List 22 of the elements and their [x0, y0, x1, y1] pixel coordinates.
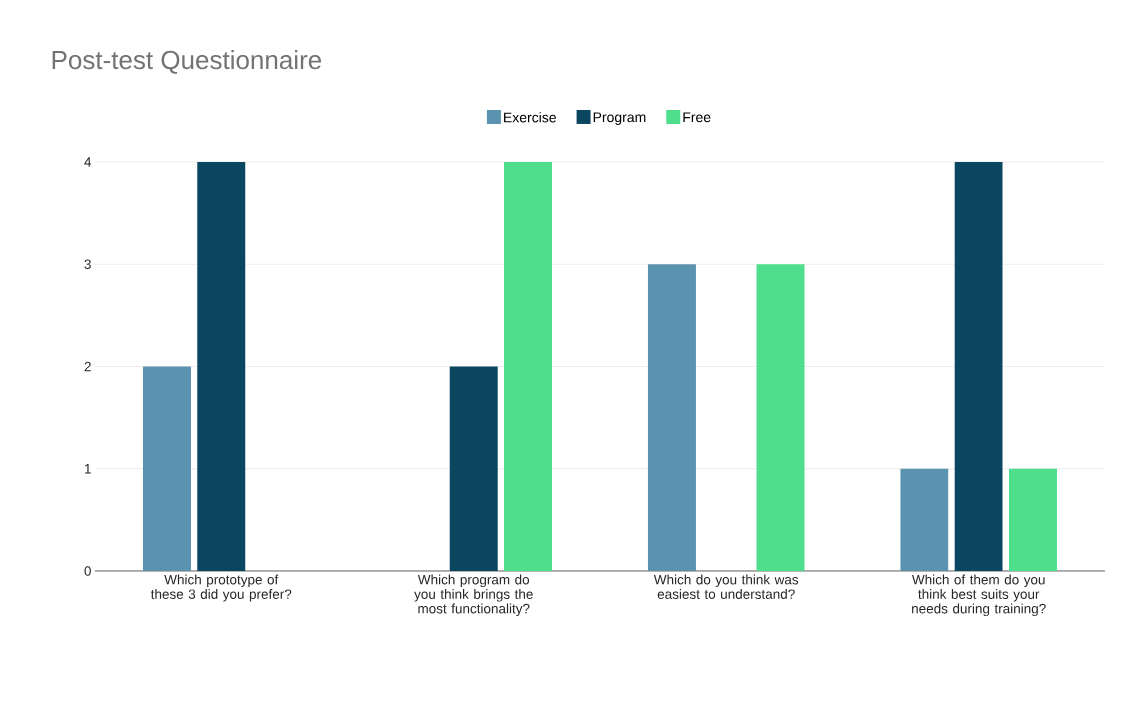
y-tick-label: 1 [85, 464, 91, 474]
y-tick-label: 4 [84, 157, 92, 167]
x-tick-label: Which prototype of these 3 did you prefer? [150, 574, 292, 602]
bar [1009, 468, 1057, 571]
bar [900, 468, 949, 571]
x-tick-label: Which of them do you think best suits your needs during training? [911, 574, 1046, 617]
legend-label: Exercise [504, 112, 556, 123]
legend-label: Free [683, 112, 711, 123]
chart-title: Post-test Questionnaire [52, 50, 322, 74]
y-tick-label: 3 [84, 259, 91, 270]
y-tick-label: 2 [84, 361, 91, 372]
bar [954, 161, 1003, 571]
x-tick-label: Which program do you think brings the most functionality? [414, 574, 533, 617]
y-tick-label: 0 [84, 566, 91, 576]
bar [647, 264, 696, 571]
x-tick-label: Which do you think was easiest to understand? [653, 574, 799, 599]
bar [756, 264, 805, 571]
bar [504, 161, 553, 571]
bar [449, 366, 498, 571]
legend-label: Program [593, 112, 646, 125]
bar [142, 366, 191, 571]
bar [197, 161, 246, 571]
